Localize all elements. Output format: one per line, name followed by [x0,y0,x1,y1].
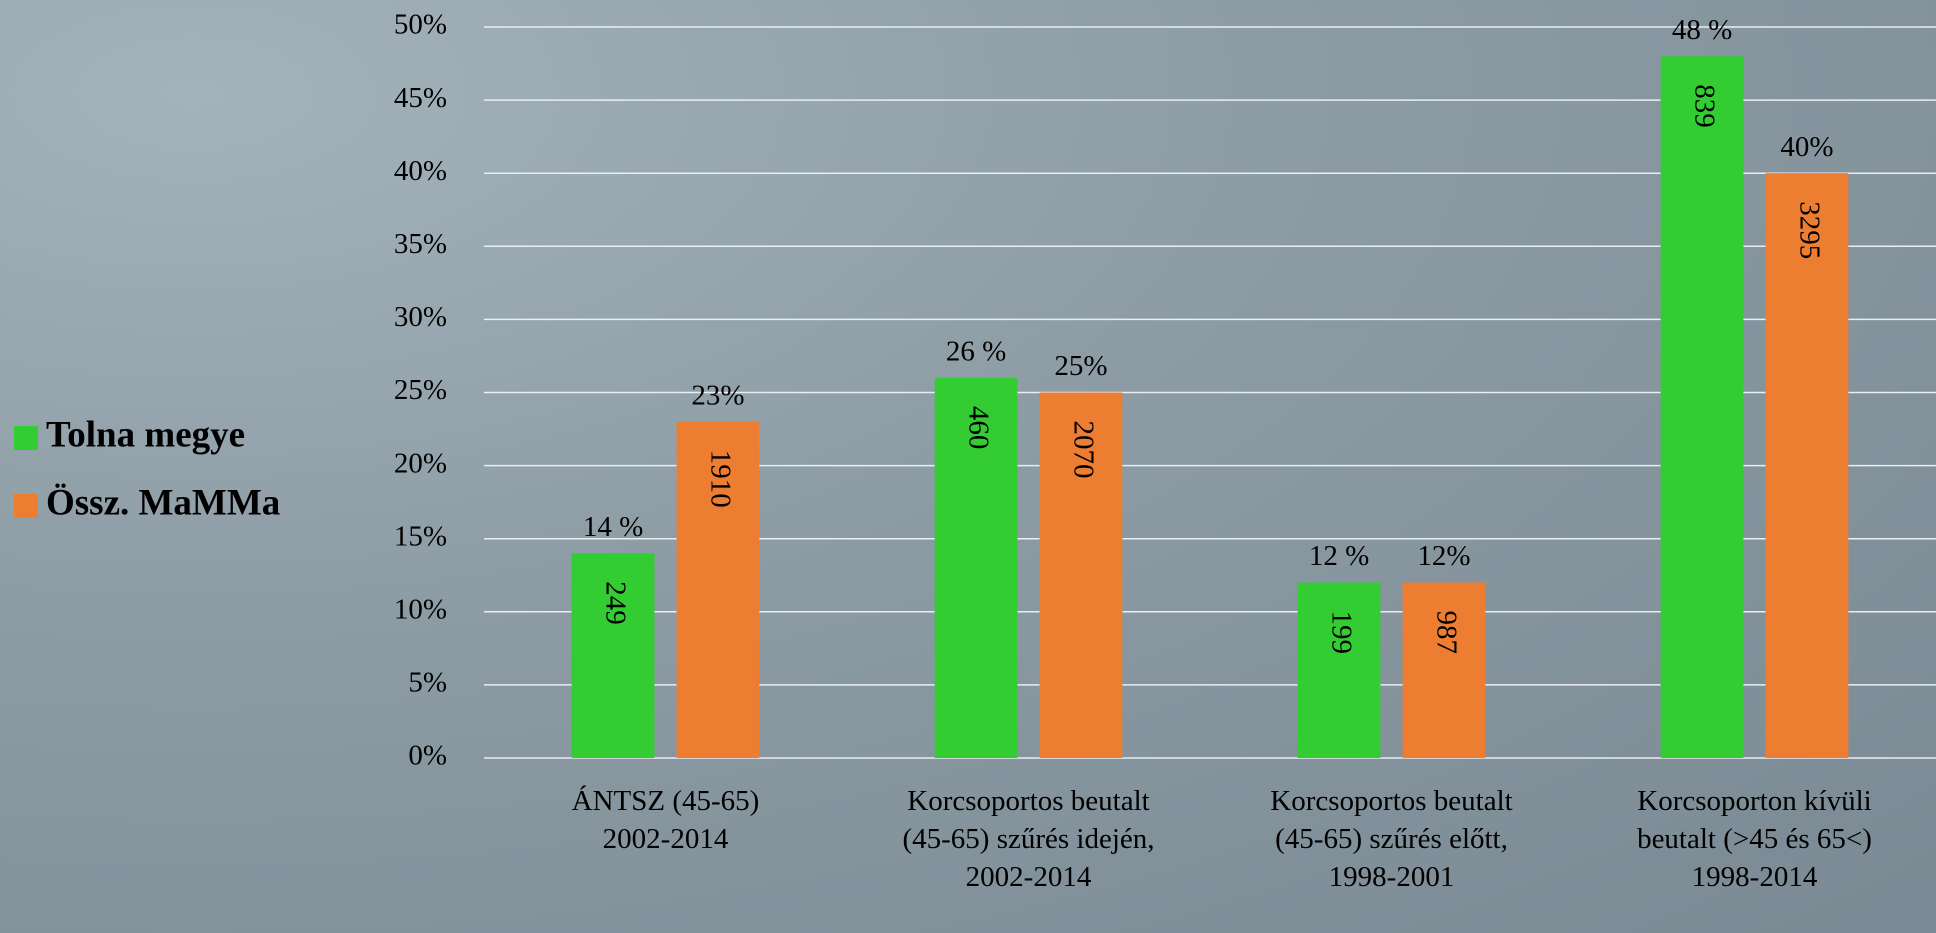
data-label: 26 % [946,336,1006,368]
bar [1297,582,1381,758]
count-label: 2070 [1067,421,1099,479]
legend-swatch [14,426,38,450]
data-label: 12 % [1309,540,1369,572]
legend-label: Össz. MaMMa [46,482,280,523]
y-tick-label: 45% [394,82,447,114]
x-tick-label: Korcsoportos beutalt (45-65) szűrés előt… [1270,785,1513,893]
count-label: 1910 [704,450,736,508]
bar [1660,56,1744,759]
data-label: 12% [1417,540,1470,572]
y-tick-label: 5% [408,667,447,699]
bar [1765,173,1849,758]
bar [1402,582,1486,758]
y-tick-label: 35% [394,228,447,260]
x-tick-label: Korcsoporton kívüli beutalt (>45 és 65<)… [1637,785,1872,893]
bar [676,421,760,758]
count-label: 249 [599,581,631,625]
bar [571,553,655,758]
bar [1039,392,1123,758]
y-tick-label: 0% [408,740,447,772]
legend-swatch [14,494,38,518]
y-tick-label: 50% [394,9,447,41]
count-label: 987 [1430,611,1462,655]
count-label: 839 [1688,84,1720,128]
y-tick-label: 25% [394,374,447,406]
y-tick-label: 10% [394,593,447,625]
y-tick-label: 40% [394,155,447,187]
y-tick-label: 20% [394,447,447,479]
bar [934,377,1018,758]
data-label: 40% [1780,131,1833,163]
y-tick-label: 30% [394,301,447,333]
y-tick-label: 15% [394,520,447,552]
count-label: 199 [1325,611,1357,655]
data-label: 14 % [583,511,643,543]
data-label: 23% [691,379,744,411]
legend-label: Tolna megye [46,414,245,455]
count-label: 460 [962,406,994,450]
x-tick-label: ÁNTSZ (45-65) 2002-2014 [571,785,760,855]
data-label: 25% [1054,350,1107,382]
x-tick-label: Korcsoportos beutalt (45-65) szűrés idej… [902,785,1155,893]
data-label: 48 % [1672,14,1732,46]
count-label: 3295 [1793,201,1825,259]
